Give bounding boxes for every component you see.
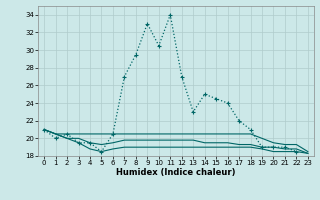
- X-axis label: Humidex (Indice chaleur): Humidex (Indice chaleur): [116, 168, 236, 177]
